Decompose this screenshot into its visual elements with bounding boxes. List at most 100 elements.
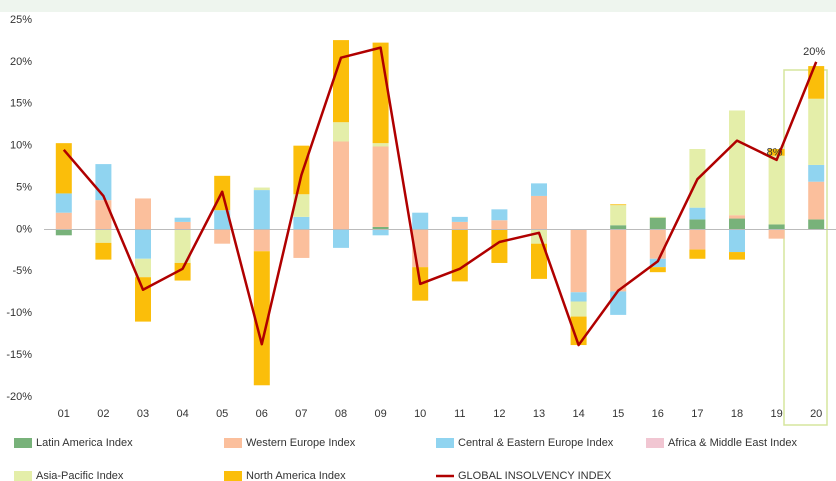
legend-marker (14, 471, 32, 481)
bar-segment (729, 218, 745, 230)
bar-segment (689, 207, 706, 220)
legend-marker (436, 438, 454, 448)
annotation: 20% (803, 46, 825, 58)
bar-segment (372, 146, 389, 227)
y-tick-label: 25% (10, 14, 32, 26)
x-tick-label: 13 (533, 408, 545, 420)
y-tick-label: 10% (10, 140, 32, 152)
bar-segment (729, 110, 745, 216)
bar-segment (372, 42, 389, 144)
bar-segment (293, 145, 310, 195)
legend-label: North America Index (246, 470, 346, 481)
bar-segment (333, 40, 349, 123)
x-tick-label: 14 (572, 408, 584, 420)
highlight-box (783, 69, 828, 426)
x-tick-label: 16 (652, 408, 664, 420)
bar-segment (729, 252, 745, 260)
legend-label: Central & Eastern Europe Index (458, 437, 614, 449)
bar-segment (491, 209, 508, 221)
legend-marker (14, 438, 32, 448)
legend-marker (646, 438, 664, 448)
bar-segment (808, 164, 825, 182)
bar-segment (135, 258, 151, 278)
bar-segment (531, 243, 547, 279)
legend-label: GLOBAL INSOLVENCY INDEX (458, 470, 612, 481)
bar-segment (372, 143, 389, 147)
y-tick-label: -10% (6, 307, 32, 319)
bar-segment (95, 242, 112, 260)
bar-segment (610, 205, 627, 226)
bar-segment (174, 262, 191, 281)
bar-segment (729, 215, 745, 219)
bar-segment (491, 220, 508, 230)
x-tick-label: 12 (493, 408, 505, 420)
legend-label: Africa & Middle East Index (668, 437, 798, 449)
bar-segment (293, 194, 310, 217)
x-tick-label: 06 (256, 408, 268, 420)
bar-segment (531, 183, 547, 196)
x-tick-label: 09 (374, 408, 386, 420)
bar-segment (610, 229, 627, 292)
x-tick-label: 03 (137, 408, 149, 420)
x-tick-label: 01 (58, 408, 70, 420)
bar-segment (808, 98, 825, 165)
bar-segment (768, 149, 785, 156)
bar-segment (253, 187, 270, 191)
bar-segment (649, 267, 666, 273)
bar-segment (214, 210, 231, 230)
bar-segment (293, 216, 310, 230)
x-tick-label: 19 (770, 408, 782, 420)
x-tick-label: 18 (731, 408, 743, 420)
bar-segment (808, 219, 825, 230)
bar-segment (372, 229, 389, 236)
x-tick-label: 10 (414, 408, 426, 420)
bar-segment (174, 221, 191, 230)
legend-label: Western Europe Index (246, 437, 356, 449)
bar-segment (55, 193, 72, 213)
bar-segment (610, 291, 627, 315)
x-tick-label: 05 (216, 408, 228, 420)
y-tick-label: 0% (16, 223, 32, 235)
bar-segment (531, 195, 547, 230)
x-tick-label: 07 (295, 408, 307, 420)
bar-segment (253, 229, 270, 252)
bar-segment (491, 229, 508, 263)
y-tick-label: -20% (6, 391, 32, 403)
bar-segment (253, 190, 270, 230)
bar-segment (253, 251, 270, 386)
bar-segment (649, 216, 666, 218)
y-tick-label: 5% (16, 181, 32, 193)
bar-segment (610, 225, 627, 230)
bar-segment (451, 221, 468, 230)
bar-segment (808, 181, 825, 220)
bar-segment (451, 216, 468, 222)
bar-segment (372, 226, 389, 230)
bar-segment (768, 229, 785, 239)
line-series (62, 46, 818, 347)
x-tick-label: 11 (454, 408, 465, 420)
bar-segment (649, 258, 666, 268)
x-tick-label: 20 (810, 408, 822, 420)
bar-segment (333, 141, 349, 230)
bar-segment (649, 217, 666, 230)
bar-segment (570, 301, 587, 317)
bar-segment (174, 217, 191, 222)
bar-segment (95, 200, 112, 230)
bar-segment (649, 229, 666, 259)
bar-segment (768, 155, 785, 225)
y-tick-label: -15% (6, 349, 32, 361)
bar-segment (570, 292, 587, 302)
x-tick-label: 04 (176, 408, 188, 420)
legend-marker (224, 471, 242, 481)
bar-segment (333, 122, 349, 142)
bar-segment (768, 224, 785, 230)
bar-segment (293, 229, 310, 258)
bar-segment (55, 229, 72, 236)
bar-segment (610, 204, 627, 206)
legend-label: Latin America Index (36, 437, 133, 449)
x-tick-label: 17 (691, 408, 703, 420)
bar-segment (174, 229, 191, 263)
x-tick-label: 02 (97, 408, 109, 420)
bar-segment (689, 249, 706, 259)
